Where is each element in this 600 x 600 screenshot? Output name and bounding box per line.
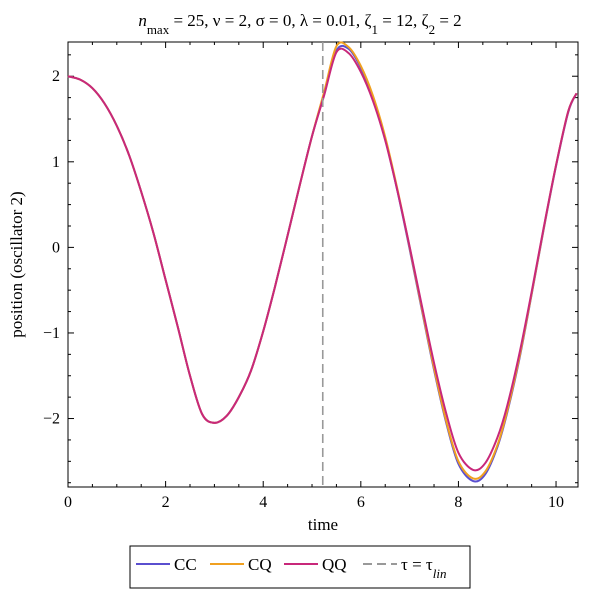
chart-title: nmax = 25, ν = 2, σ = 0, λ = 0.01, ζ1 = … <box>138 11 461 37</box>
legend-label: CC <box>174 555 197 574</box>
legend-label: QQ <box>322 555 347 574</box>
legend-box <box>129 545 471 589</box>
x-axis-label: time <box>308 515 338 534</box>
legend-item: CQ <box>210 555 272 574</box>
y-tick-label: −1 <box>43 325 60 342</box>
legend-item: CC <box>136 555 197 574</box>
x-axis: 0 2 4 6 8 10 <box>64 42 564 511</box>
x-tick-label: 0 <box>64 494 72 511</box>
y-axis-label: position (oscillator 2) <box>7 191 26 337</box>
x-tick-label: 2 <box>162 494 170 511</box>
series-line-qq <box>67 47 578 472</box>
series-lines <box>67 41 578 483</box>
y-tick-label: 0 <box>52 239 60 256</box>
y-tick-label: 2 <box>52 68 60 85</box>
series-line-cc <box>67 44 578 483</box>
x-tick-label: 4 <box>259 494 267 511</box>
x-tick-label: 8 <box>454 494 462 511</box>
x-tick-label: 6 <box>357 494 365 511</box>
y-axis: −2 −1 0 1 2 <box>43 54 578 484</box>
legend-item: QQ <box>284 555 347 574</box>
legend-label: τ = τlin <box>401 555 447 581</box>
y-tick-label: 1 <box>52 154 60 171</box>
legend-item: τ = τlin <box>363 555 447 581</box>
x-tick-label: 10 <box>548 494 564 511</box>
legend: CC CQ QQ τ = τlin <box>129 545 471 589</box>
legend-label: CQ <box>248 555 272 574</box>
y-tick-label: −2 <box>43 411 60 428</box>
